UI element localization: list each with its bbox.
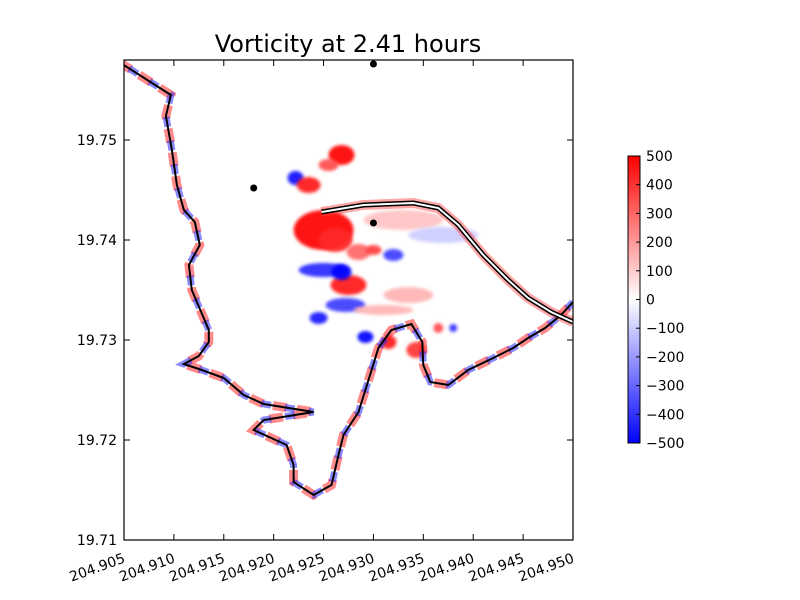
plot-frame [123,59,574,541]
vorticity-eddy [353,305,414,315]
x-tick-label: 204.915 [167,551,227,586]
x-tick-label: 204.910 [117,551,177,586]
vorticity-eddy [383,249,404,261]
x-tick-label: 204.920 [217,551,277,586]
y-tick-label: 19.73 [77,333,117,349]
x-tick-label: 204.905 [67,551,127,586]
colorbar-tick-label: −200 [646,350,684,366]
vorticity-eddy [296,177,321,193]
shoreline-contour [124,63,573,497]
vorticity-eddy [331,264,352,280]
y-tick-label: 19.72 [77,433,117,449]
colorbar-tick-label: 300 [646,206,673,222]
colorbar: 500 400 300 200 100 0 −100 −200 −300 −400 −500 [627,149,684,452]
vorticity-eddy [309,312,328,324]
y-tick-label: 19.71 [77,533,117,549]
x-tick-label: 204.945 [467,551,527,586]
chart-title: Vorticity at 2.41 hours [215,30,482,58]
vorticity-eddy [363,210,444,230]
vorticity-eddy [383,287,434,303]
vorticity-eddy [449,324,458,332]
x-tick-label: 204.930 [317,551,377,586]
x-tick-label: 204.935 [367,551,427,586]
colorbar-tick-label: 0 [646,293,655,309]
colorbar-tick-label: −400 [646,407,684,423]
vorticity-eddy [318,228,353,252]
vorticity-eddy [365,245,382,255]
y-axis: 19.71 19.72 19.73 19.74 19.75 [77,133,573,549]
colorbar-tick-label: −100 [646,321,684,337]
colorbar-tick-label: −500 [646,436,684,452]
x-tick-label: 204.950 [516,551,576,586]
gauge-point [250,184,258,192]
colorbar-tick-label: 100 [646,264,673,280]
vorticity-eddy [318,159,339,171]
x-tick-label: 204.940 [417,551,477,586]
colorbar-tick-label: 200 [646,235,673,251]
vorticity-eddy [433,323,444,333]
x-tick-label: 204.925 [267,551,327,586]
vorticity-eddy [330,275,367,295]
coastline [124,60,573,501]
plot-area [123,59,574,541]
colorbar-tick-label: −300 [646,379,684,395]
y-tick-label: 19.75 [77,133,117,149]
vorticity-eddy [328,145,355,165]
y-tick-label: 19.74 [77,233,117,249]
colorbar-tick-label: 500 [646,149,673,165]
gauge-point [369,219,377,227]
breakwater-contour-inner [321,201,573,323]
vorticity-eddy [346,244,371,260]
vorticity-eddy [357,331,374,343]
colorbar-tick-label: 400 [646,178,673,194]
